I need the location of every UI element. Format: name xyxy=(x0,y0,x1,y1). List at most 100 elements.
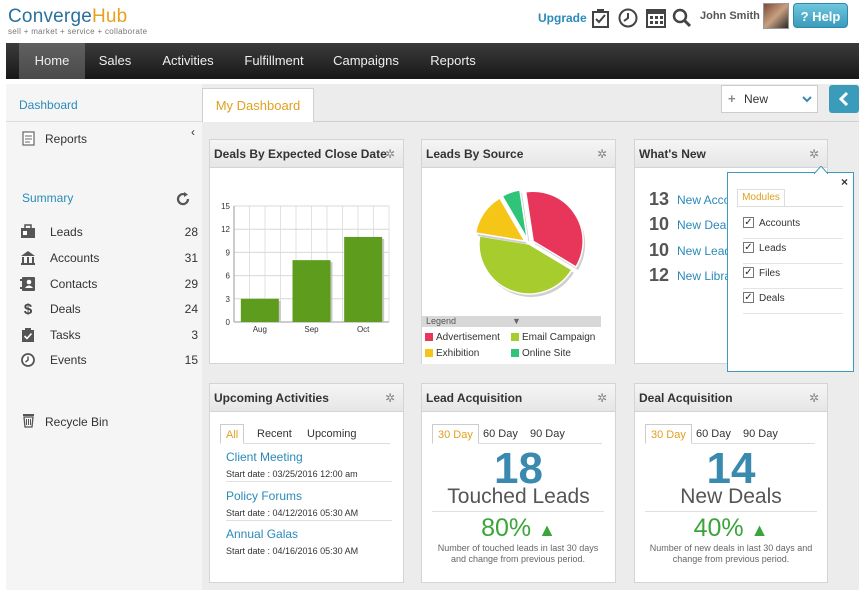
sidebar-dashboard-link[interactable]: Dashboard xyxy=(19,98,78,112)
pie-slice-advertisement[interactable] xyxy=(524,190,584,269)
whats-new-link[interactable]: New Acco xyxy=(677,193,731,207)
gear-icon[interactable]: ✲ xyxy=(385,147,396,161)
collapse-sidebar-icon[interactable]: ‹ xyxy=(191,125,195,139)
sidebar-item-accounts[interactable]: Accounts 31 xyxy=(20,250,198,268)
divider xyxy=(226,520,392,521)
clock-icon[interactable] xyxy=(617,7,639,29)
sidebar-item-count: 29 xyxy=(184,277,198,291)
tab-90-day[interactable]: 90 Day xyxy=(743,428,778,440)
nav-activities[interactable]: Activities xyxy=(162,53,214,68)
widget-upcoming-activities: Upcoming Activities ✲ All Recent Upcomin… xyxy=(209,383,404,583)
deals-icon: $ xyxy=(23,301,33,318)
bar-sep[interactable] xyxy=(292,260,331,322)
sidebar-item-label: Contacts xyxy=(50,277,98,291)
nav-fulfillment[interactable]: Fulfillment xyxy=(244,53,304,68)
nav-reports[interactable]: Reports xyxy=(430,53,476,68)
main-nav: Home Sales Activities Fulfillment Campai… xyxy=(6,43,859,79)
tasks-check-icon[interactable] xyxy=(590,7,612,29)
help-button[interactable]: ? Help xyxy=(793,3,848,28)
pie-slice-online-site[interactable] xyxy=(501,188,529,240)
checkbox-checked-icon[interactable]: ✓ xyxy=(743,267,754,278)
tab-30-day[interactable]: 30 Day xyxy=(432,424,479,444)
nav-sales[interactable]: Sales xyxy=(98,53,132,68)
widget-title: Deal Acquisition xyxy=(635,384,827,412)
nav-campaigns[interactable]: Campaigns xyxy=(333,53,399,68)
sidebar-item-contacts[interactable]: Contacts 29 xyxy=(20,276,198,294)
pie-slice-exhibition[interactable] xyxy=(474,196,527,243)
user-name[interactable]: John Smith xyxy=(700,10,760,22)
activity-title[interactable]: Annual Galas xyxy=(226,527,299,541)
nav-home[interactable]: Home xyxy=(19,43,85,79)
sidebar-recycle-bin[interactable]: Recycle Bin xyxy=(45,415,109,429)
module-checkbox-row[interactable]: ✓ Files xyxy=(743,265,843,289)
collapse-panel-button[interactable] xyxy=(829,85,859,113)
activity-title[interactable]: Client Meeting xyxy=(226,450,303,464)
module-checkbox-row[interactable]: ✓ Accounts xyxy=(743,215,843,239)
sidebar-item-count: 28 xyxy=(184,225,198,239)
module-label: Files xyxy=(759,268,781,279)
whats-new-count: 12 xyxy=(649,265,670,285)
tab-90-day[interactable]: 90 Day xyxy=(530,428,565,440)
checkbox-checked-icon[interactable]: ✓ xyxy=(743,292,754,303)
legend-item: Online Site xyxy=(511,348,571,360)
pie-slice-email-campaign[interactable] xyxy=(478,234,573,295)
whats-new-link[interactable]: New Libra xyxy=(677,269,732,283)
whats-new-link[interactable]: New Deal xyxy=(677,218,730,232)
widget-deal-acquisition: Deal Acquisition ✲ 30 Day 60 Day 90 Day … xyxy=(634,383,828,583)
tab-30-day[interactable]: 30 Day xyxy=(645,424,692,444)
search-icon[interactable] xyxy=(671,7,693,29)
sidebar-item-events[interactable]: Events 15 xyxy=(20,352,198,370)
legend-swatch xyxy=(425,333,433,342)
module-checkbox-row[interactable]: ✓ Leads xyxy=(743,240,843,264)
refresh-icon[interactable] xyxy=(175,191,191,207)
gear-icon[interactable]: ✲ xyxy=(809,147,820,161)
new-dropdown[interactable]: + New xyxy=(721,85,818,113)
gear-icon[interactable]: ✲ xyxy=(597,391,608,405)
sidebar-item-tasks[interactable]: Tasks 3 xyxy=(20,327,198,345)
widget-lead-acquisition: Lead Acquisition ✲ 30 Day 60 Day 90 Day … xyxy=(421,383,616,583)
touched-leads-count: 18 xyxy=(494,444,543,493)
bar-chart: 0 3 6 9 12 15 Aug Sep Oct xyxy=(221,202,390,334)
tab-all[interactable]: All xyxy=(220,424,245,444)
bar-oct[interactable] xyxy=(344,236,383,322)
whats-new-count: 10 xyxy=(649,240,670,260)
tab-60-day[interactable]: 60 Day xyxy=(483,428,518,440)
logo[interactable]: ConvergeHub xyxy=(8,6,128,27)
reports-icon xyxy=(22,131,35,146)
sidebar-item-count: 24 xyxy=(184,302,198,316)
whats-new-count: 10 xyxy=(649,214,670,234)
legend-item: Exhibition xyxy=(425,348,479,360)
sidebar-reports[interactable]: Reports xyxy=(45,132,88,146)
checkbox-checked-icon[interactable]: ✓ xyxy=(743,217,754,228)
tab-my-dashboard[interactable]: My Dashboard xyxy=(202,88,314,122)
legend-header[interactable]: Legend ▼ xyxy=(422,316,601,327)
tab-60-day[interactable]: 60 Day xyxy=(696,428,731,440)
upgrade-link[interactable]: Upgrade xyxy=(538,11,587,25)
avatar[interactable] xyxy=(763,3,789,29)
bar-aug[interactable] xyxy=(240,298,279,322)
modules-tab[interactable]: Modules xyxy=(737,189,785,207)
close-icon[interactable]: × xyxy=(841,175,849,189)
checkbox-checked-icon[interactable]: ✓ xyxy=(743,242,754,253)
legend-item: Advertisement xyxy=(425,332,500,344)
leads-icon xyxy=(21,224,35,238)
divider xyxy=(226,481,392,482)
gear-icon[interactable]: ✲ xyxy=(809,391,820,405)
activity-date: Start date : 03/25/2016 12:00 am xyxy=(226,469,358,479)
widget-title: Leads By Source xyxy=(422,140,615,168)
up-arrow-icon: ▲ xyxy=(538,520,556,540)
x-tick-label: Aug xyxy=(253,325,267,334)
whats-new-link[interactable]: New Lead xyxy=(677,244,732,258)
tab-upcoming[interactable]: Upcoming xyxy=(307,428,357,440)
module-checkbox-row[interactable]: ✓ Deals xyxy=(743,290,843,314)
activity-title[interactable]: Policy Forums xyxy=(226,489,303,503)
gear-icon[interactable]: ✲ xyxy=(385,391,396,405)
calendar-icon[interactable] xyxy=(645,7,667,29)
y-tick-label: 15 xyxy=(221,202,230,211)
activity-tabs: All Recent Upcoming xyxy=(220,424,390,444)
y-tick-label: 0 xyxy=(226,318,231,327)
sidebar-item-leads[interactable]: Leads 28 xyxy=(20,224,198,242)
gear-icon[interactable]: ✲ xyxy=(597,147,608,161)
sidebar-item-deals[interactable]: $ Deals 24 xyxy=(20,301,198,319)
tab-recent[interactable]: Recent xyxy=(257,428,292,440)
